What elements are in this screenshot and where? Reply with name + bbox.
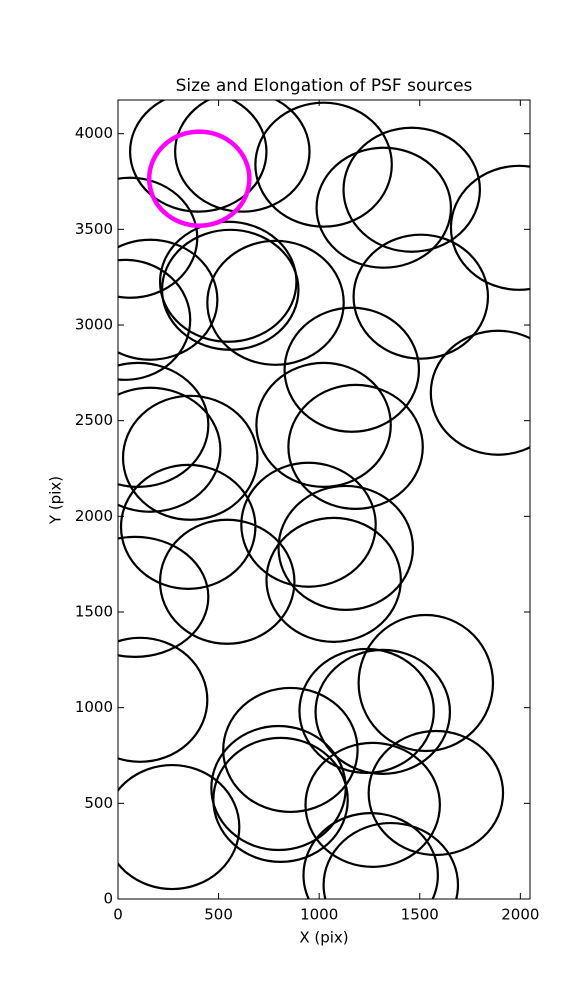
psf-ellipse bbox=[206, 239, 345, 366]
psf-ellipse bbox=[174, 100, 311, 213]
x-tick-label: 500 bbox=[204, 906, 233, 924]
psf-ellipse bbox=[352, 233, 490, 360]
psf-ellipse bbox=[277, 484, 415, 611]
psf-ellipse bbox=[158, 518, 296, 645]
y-tick-label: 500 bbox=[84, 794, 113, 812]
psf-ellipse bbox=[342, 126, 482, 253]
psf-ellipse bbox=[119, 463, 257, 590]
psf-ellipse bbox=[118, 636, 209, 763]
y-axis-label: Y (pix) bbox=[47, 476, 65, 525]
psf-ellipse bbox=[121, 394, 259, 521]
psf-ellipse bbox=[357, 613, 495, 753]
psf-ellipse bbox=[222, 686, 359, 814]
psf-ellipse bbox=[315, 146, 453, 269]
x-tick-label: 0 bbox=[113, 906, 123, 924]
x-tick-label: 2000 bbox=[501, 906, 539, 924]
chart-title: Size and Elongation of PSF sources bbox=[176, 76, 473, 96]
x-axis-label: X (pix) bbox=[299, 929, 348, 947]
psf-ellipse bbox=[118, 763, 241, 891]
x-tick-label: 1000 bbox=[300, 906, 338, 924]
psf-ellipse bbox=[429, 329, 530, 456]
psf-ellipse bbox=[304, 741, 441, 868]
psf-ellipse bbox=[322, 821, 460, 899]
x-tick-label: 1500 bbox=[401, 906, 439, 924]
psf-ellipse bbox=[212, 736, 349, 863]
psf-ellipse bbox=[118, 386, 222, 513]
y-tick-label: 2500 bbox=[75, 411, 113, 429]
plot-frame bbox=[117, 99, 531, 900]
y-tick-label: 3000 bbox=[75, 316, 113, 334]
psf-ellipse bbox=[240, 461, 377, 588]
y-tick-label: 4000 bbox=[75, 124, 113, 142]
psf-ellipse bbox=[128, 100, 268, 213]
psf-ellipse bbox=[302, 812, 439, 899]
psf-ellipse bbox=[287, 383, 424, 510]
psf-ellipse bbox=[314, 648, 452, 775]
plot-area bbox=[118, 100, 530, 899]
psf-ellipse bbox=[146, 129, 252, 228]
psf-ellipse bbox=[118, 238, 219, 361]
y-tick-label: 3500 bbox=[75, 220, 113, 238]
psf-ellipse bbox=[367, 729, 505, 857]
y-tick-label: 2000 bbox=[75, 507, 113, 525]
psf-ellipse bbox=[118, 535, 210, 658]
psf-ellipse bbox=[265, 516, 402, 643]
y-tick-label: 1500 bbox=[75, 603, 113, 621]
y-tick-label: 1000 bbox=[75, 698, 113, 716]
psf-ellipse bbox=[254, 101, 393, 228]
y-tick-label: 0 bbox=[103, 890, 113, 908]
psf-ellipse bbox=[449, 164, 530, 291]
psf-ellipse bbox=[283, 306, 421, 433]
psf-ellipse bbox=[118, 258, 192, 381]
psf-ellipse bbox=[255, 361, 392, 488]
psf-ellipse bbox=[158, 220, 298, 343]
